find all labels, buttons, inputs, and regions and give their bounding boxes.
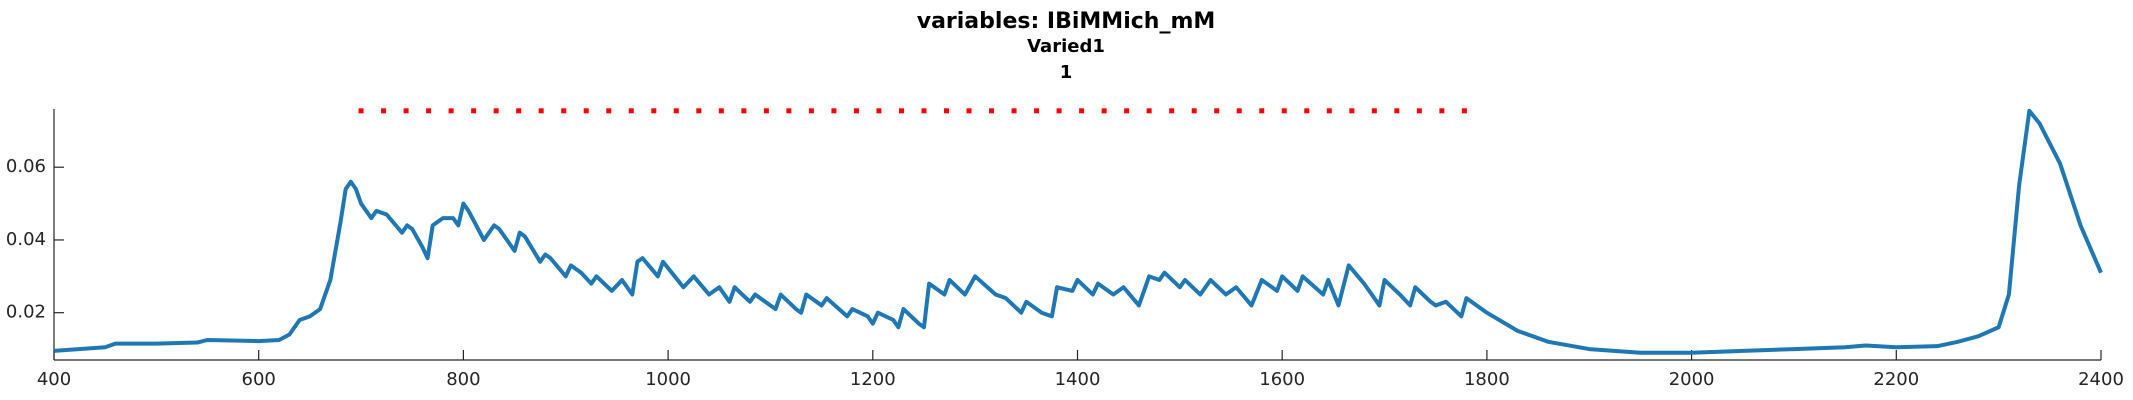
marker-dot (898, 108, 904, 114)
x-tick-label: 2200 (1873, 369, 1919, 390)
marker-dot (718, 108, 724, 114)
marker-dot (1259, 108, 1265, 114)
marker-dot (1146, 108, 1152, 114)
marker-dot (606, 108, 612, 114)
y-tick-label: 0.06 (6, 156, 46, 177)
marker-dot (493, 108, 499, 114)
chart-title: variables: IBiMMich_mM (917, 9, 1216, 34)
marker-dot (921, 108, 927, 114)
chart-subtitle: 1 (1060, 62, 1073, 83)
marker-dot (989, 108, 995, 114)
x-tick-label: 1200 (850, 369, 896, 390)
x-tick-label: 2400 (2078, 369, 2124, 390)
marker-dot (381, 108, 387, 114)
marker-dot (403, 108, 409, 114)
marker-dot (561, 108, 567, 114)
marker-dot (1011, 108, 1017, 114)
marker-dot (583, 108, 589, 114)
marker-dot (808, 108, 814, 114)
marker-dot (831, 108, 837, 114)
x-tick-label: 1800 (1464, 369, 1510, 390)
x-tick-label: 1000 (645, 369, 691, 390)
marker-dot (1349, 108, 1355, 114)
marker-dot (1439, 108, 1445, 114)
marker-dot (1461, 108, 1467, 114)
marker-dot (1371, 108, 1377, 114)
marker-dot (471, 108, 477, 114)
marker-dot (696, 108, 702, 114)
x-tick-label: 800 (446, 369, 480, 390)
marker-dot (1191, 108, 1197, 114)
marker-dot (741, 108, 747, 114)
y-tick-label: 0.02 (6, 302, 46, 323)
marker-dot (1394, 108, 1400, 114)
marker-dot (966, 108, 972, 114)
x-tick-label: 2000 (1669, 369, 1715, 390)
x-tick-label: 600 (242, 369, 276, 390)
marker-dot (1214, 108, 1220, 114)
marker-dot (1236, 108, 1242, 114)
marker-dot (673, 108, 679, 114)
marker-dot (1304, 108, 1310, 114)
marker-dot (1056, 108, 1062, 114)
data-line (53, 108, 2103, 355)
marker-dot (516, 108, 522, 114)
marker-dot (763, 108, 769, 114)
marker-dot (786, 108, 792, 114)
x-tick-label: 400 (37, 369, 71, 390)
marker-dot (448, 108, 454, 114)
marker-dot (358, 108, 364, 114)
marker-dot (1101, 108, 1107, 114)
marker-dot (1079, 108, 1085, 114)
marker-dot (1124, 108, 1130, 114)
marker-dot (876, 108, 882, 114)
marker-dot (426, 108, 432, 114)
marker-dot (1326, 108, 1332, 114)
marker-dot (651, 108, 657, 114)
marker-dot (538, 108, 544, 114)
marker-dot (1169, 108, 1175, 114)
marker-dot (1281, 108, 1287, 114)
marker-dot (1416, 108, 1422, 114)
marker-dot (628, 108, 634, 114)
x-tick-label: 1400 (1055, 369, 1101, 390)
x-tick-label: 1600 (1259, 369, 1305, 390)
marker-dot (853, 108, 859, 114)
y-tick-label: 0.04 (6, 229, 46, 250)
chart-subtitle: Varied1 (1027, 36, 1105, 57)
marker-dot (1034, 108, 1040, 114)
marker-dot (943, 108, 949, 114)
